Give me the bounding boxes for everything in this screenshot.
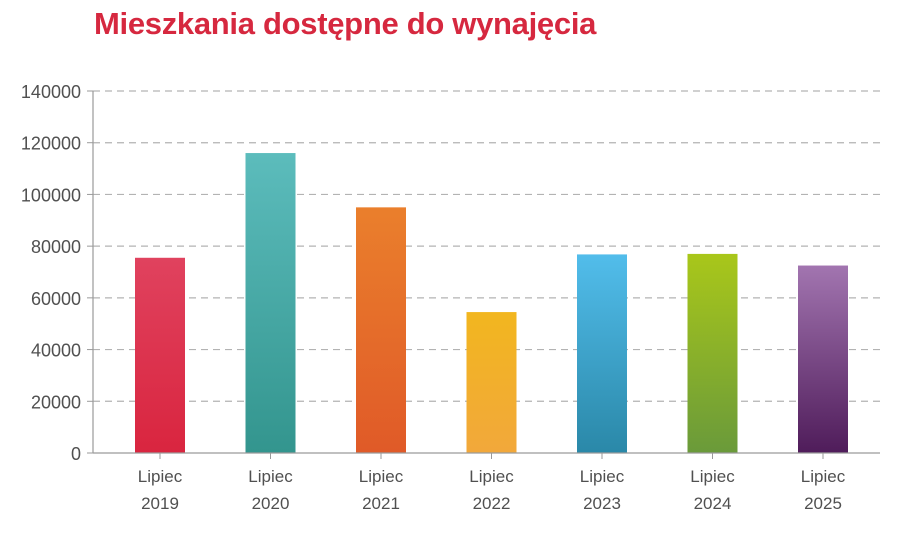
bars — [135, 153, 848, 454]
y-tick-label: 100000 — [21, 185, 81, 205]
x-tick-label: 2021 — [362, 494, 400, 513]
bar — [577, 254, 627, 453]
y-tick-label: 0 — [71, 444, 81, 464]
bar — [356, 207, 406, 453]
x-tick-label: Lipiec — [580, 467, 625, 486]
x-tick-label: 2023 — [583, 494, 621, 513]
bar — [687, 253, 738, 453]
y-tick-label: 120000 — [21, 134, 81, 154]
x-tick-label: 2022 — [473, 494, 511, 513]
y-tick-label: 140000 — [21, 82, 81, 102]
x-tick-label: Lipiec — [138, 467, 183, 486]
y-tick-label: 60000 — [31, 289, 81, 309]
x-tick-label: Lipiec — [469, 467, 514, 486]
y-tick-label: 80000 — [31, 237, 81, 257]
x-tick-label: 2025 — [804, 494, 842, 513]
x-tick-label: Lipiec — [801, 467, 846, 486]
axis-labels: 0 20000 40000 60000 80000 100000 120000 140000 L… — [21, 82, 846, 513]
x-tick-label: Lipiec — [690, 467, 735, 486]
bar — [245, 153, 296, 454]
bar — [466, 312, 517, 453]
bar — [135, 257, 185, 453]
chart-title: Mieszkania dostępne do wynajęcia — [94, 6, 597, 41]
y-tick-label: 20000 — [31, 392, 81, 412]
x-tick-label: Lipiec — [248, 467, 293, 486]
y-tick-label: 40000 — [31, 341, 81, 361]
bar — [798, 265, 848, 453]
x-tick-label: 2020 — [252, 494, 290, 513]
axes — [87, 90, 880, 459]
x-tick-label: Lipiec — [359, 467, 404, 486]
x-tick-label: 2024 — [694, 494, 732, 513]
x-tick-label: 2019 — [141, 494, 179, 513]
